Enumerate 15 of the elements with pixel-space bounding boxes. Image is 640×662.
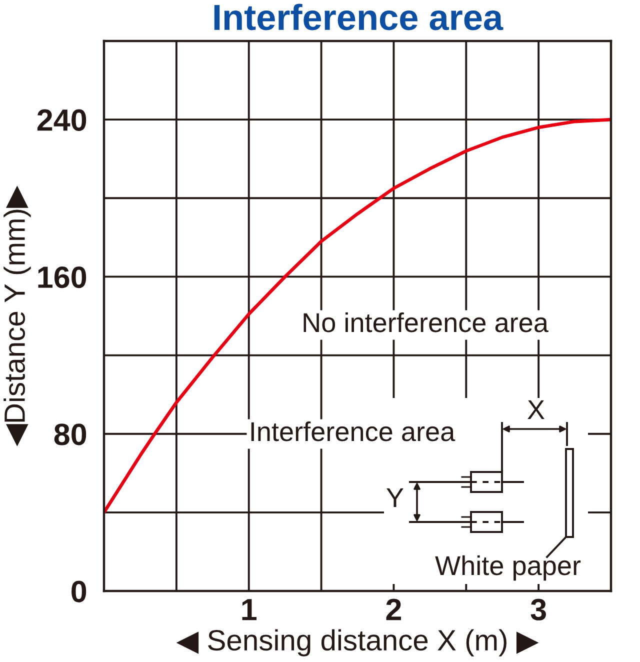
annotation: Y [386,488,404,508]
annotation: No interference area [304,312,548,332]
x-tick-label: 1 [242,599,257,620]
y-tick-label: 0 [72,580,86,602]
y-axis-title: ◀Distance Y (mm)▶ [4,186,31,446]
annotation: White paper [435,555,581,581]
x-axis-title: ◀ Sensing distance X (m) ▶ [176,629,539,656]
annotation: Interference area [251,421,456,442]
chart-title: Interference area [214,4,504,30]
y-tick-label: 80 [54,424,86,446]
y-tick-label: 240 [37,109,86,131]
y-tick-label: 160 [38,266,86,288]
x-tick-label: 3 [530,598,546,620]
x-tick-label: 2 [386,598,401,620]
annotation: X [528,400,544,420]
